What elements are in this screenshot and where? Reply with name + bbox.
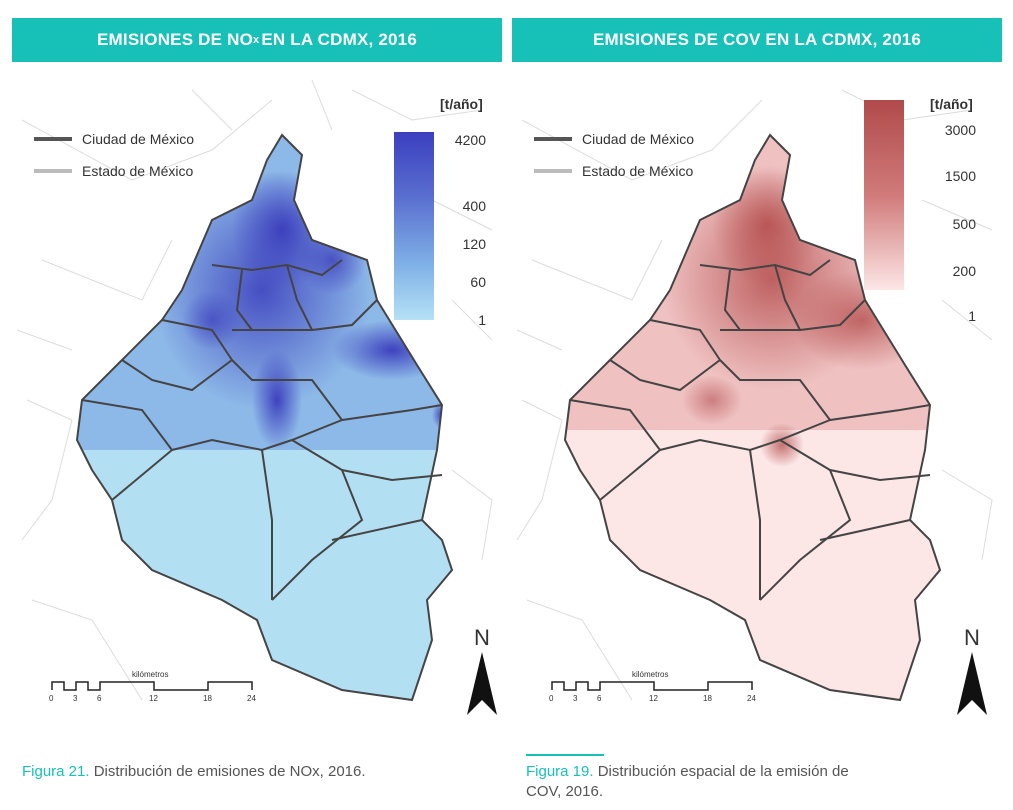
alcaldia-borders bbox=[563, 133, 942, 702]
scale-bar bbox=[551, 681, 753, 691]
legend-label-edomex: Estado de México bbox=[582, 163, 694, 179]
nox-title-subscript: x bbox=[253, 34, 260, 46]
nox-map bbox=[16, 79, 497, 715]
scalebar-tick: 12 bbox=[149, 694, 158, 703]
north-arrow-icon bbox=[957, 652, 987, 715]
cov-map-panel: EMISIONES DE COV EN LA CDMX, 2016 bbox=[512, 0, 1002, 730]
legend-item-edomex: Estado de México bbox=[534, 155, 694, 187]
nox-color-scale bbox=[394, 132, 434, 320]
legend-item-cdmx: Ciudad de México bbox=[534, 123, 694, 155]
legend-swatch-cdmx bbox=[534, 137, 572, 141]
cov-scale-unit: [t/año] bbox=[930, 96, 973, 112]
nox-tick-60: 60 bbox=[470, 274, 486, 290]
legend-label-cdmx: Ciudad de México bbox=[82, 131, 195, 147]
nox-title-banner: EMISIONES DE NO x EN LA CDMX, 2016 bbox=[12, 18, 502, 62]
alcaldia-borders bbox=[75, 133, 454, 702]
nox-tick-120: 120 bbox=[462, 236, 486, 252]
cov-tick-500: 500 bbox=[952, 216, 976, 232]
cov-caption-text: Distribución espacial de la emisión de bbox=[593, 763, 849, 780]
cov-boundary-legend: Ciudad de México Estado de México bbox=[534, 123, 694, 187]
scalebar-tick: 0 bbox=[549, 694, 554, 703]
background-road-network bbox=[516, 89, 993, 701]
scale-bar bbox=[51, 681, 253, 691]
cov-figure-caption: Figura 19. Distribución espacial de la e… bbox=[526, 762, 849, 802]
cov-tick-200: 200 bbox=[952, 263, 976, 279]
scalebar-tick: 6 bbox=[597, 694, 602, 703]
background-road-network bbox=[16, 79, 493, 701]
scalebar-tick: 18 bbox=[703, 694, 712, 703]
cov-caption-text-2: COV, 2016. bbox=[526, 783, 603, 800]
scalebar-tick: 3 bbox=[73, 694, 78, 703]
caption-accent-rule bbox=[526, 754, 604, 756]
legend-item-cdmx: Ciudad de México bbox=[34, 123, 194, 155]
cov-title-banner: EMISIONES DE COV EN LA CDMX, 2016 bbox=[512, 18, 1002, 62]
legend-swatch-cdmx bbox=[34, 137, 72, 141]
north-label: N bbox=[964, 625, 980, 650]
nox-caption-text: Distribución de emisiones de NOx, 2016. bbox=[89, 763, 366, 780]
scalebar-tick: 3 bbox=[573, 694, 578, 703]
north-arrow-icon bbox=[467, 652, 497, 715]
nox-scale-unit: [t/año] bbox=[440, 96, 483, 112]
nox-tick-1: 1 bbox=[478, 312, 486, 328]
scalebar-tick: 18 bbox=[203, 694, 212, 703]
nox-map-panel: EMISIONES DE NO x EN LA CDMX, 2016 bbox=[12, 0, 502, 730]
nox-boundary-legend: Ciudad de México Estado de México bbox=[34, 123, 194, 187]
cov-tick-1: 1 bbox=[968, 308, 976, 324]
nox-tick-400: 400 bbox=[462, 198, 486, 214]
scalebar-tick: 0 bbox=[49, 694, 54, 703]
cov-caption-label: Figura 19. bbox=[526, 763, 594, 780]
scalebar-tick: 12 bbox=[649, 694, 658, 703]
legend-item-edomex: Estado de México bbox=[34, 155, 194, 187]
nox-title-suffix: EN LA CDMX, 2016 bbox=[261, 30, 417, 49]
legend-label-cdmx: Ciudad de México bbox=[582, 131, 695, 147]
legend-label-edomex: Estado de México bbox=[82, 163, 194, 179]
nox-caption-label: Figura 21. bbox=[22, 763, 90, 780]
cov-color-scale bbox=[864, 100, 904, 290]
cov-tick-1500: 1500 bbox=[944, 168, 976, 184]
cov-map bbox=[516, 89, 993, 715]
scalebar-tick: 24 bbox=[747, 694, 756, 703]
scalebar-title: kilómetros bbox=[632, 670, 669, 679]
legend-swatch-edomex bbox=[34, 169, 72, 173]
nox-tick-4200: 4200 bbox=[454, 132, 486, 148]
nox-figure-caption: Figura 21. Distribución de emisiones de … bbox=[22, 762, 366, 782]
nox-title-prefix: EMISIONES DE NO bbox=[97, 30, 254, 49]
scalebar-title: kilómetros bbox=[132, 670, 169, 679]
north-label: N bbox=[474, 625, 490, 650]
cov-tick-3000: 3000 bbox=[944, 122, 976, 138]
scalebar-tick: 24 bbox=[247, 694, 256, 703]
legend-swatch-edomex bbox=[534, 169, 572, 173]
scalebar-tick: 6 bbox=[97, 694, 102, 703]
